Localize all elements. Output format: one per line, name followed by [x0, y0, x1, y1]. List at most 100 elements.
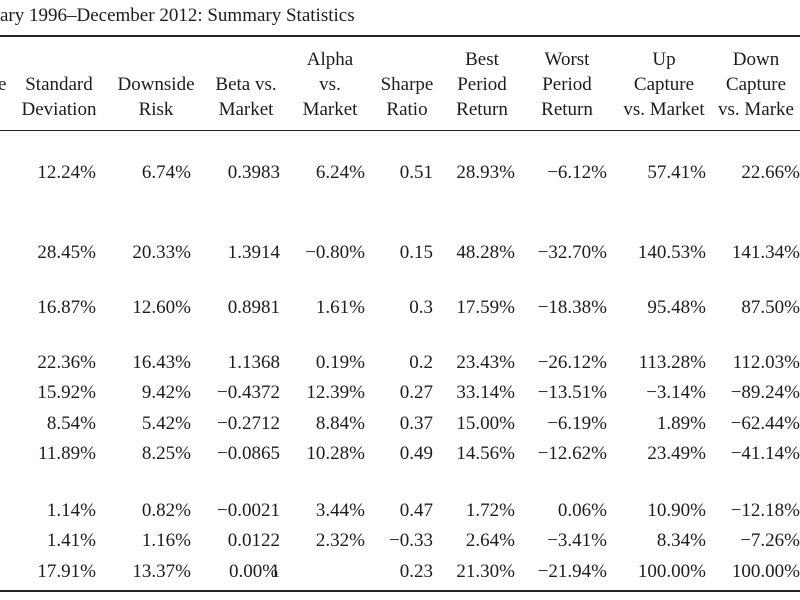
table-cell-best: 17.59%	[456, 297, 515, 318]
table-cell-best: 23.43%	[456, 352, 515, 373]
column-header-worst-line: Worst	[544, 49, 590, 70]
table-title: ary 1996–December 2012: Summary Statisti…	[0, 5, 355, 26]
column-header-worst-line: Period	[542, 74, 592, 95]
column-header-beta-line: Beta vs.	[215, 74, 277, 95]
table-cell-down: 100.00%	[731, 561, 800, 582]
column-header-best-line: Best	[465, 49, 499, 70]
table-cell-up: 100.00%	[637, 561, 706, 582]
table-cell-worst: −21.94%	[537, 561, 607, 582]
table-cell-alpha: 8.84%	[315, 413, 365, 434]
column-header-down: Down Capture vs. Marke	[696, 44, 800, 122]
table-cell-down: 22.66%	[741, 162, 800, 183]
header-rule	[0, 130, 800, 131]
top-rule	[0, 35, 800, 37]
table-cell-sd: 1.41%	[46, 530, 96, 551]
table-cell-worst: −6.12%	[547, 162, 607, 183]
table-cell-sd: 8.54%	[46, 413, 96, 434]
table-cell-sharpe: 0.37	[399, 413, 433, 434]
table-cell-worst: −12.62%	[537, 443, 607, 464]
table-cell-best: 33.14%	[456, 382, 515, 403]
table-cell-down: −89.24%	[730, 382, 800, 403]
table-cell-beta: 1	[270, 561, 281, 582]
table-cell-dr: 5.42%	[141, 413, 191, 434]
column-header-down-line: vs. Marke	[718, 99, 794, 120]
table-cell-dr: 0.82%	[141, 500, 191, 521]
column-header-lead: e	[0, 44, 12, 97]
table-cell-alpha: 1.61%	[315, 297, 365, 318]
table-cell-up: 8.34%	[656, 530, 706, 551]
table-cell-up: 140.53%	[637, 242, 706, 263]
table-cell-sharpe: 0.47	[399, 500, 433, 521]
table-cell-dr: 6.74%	[141, 162, 191, 183]
table-cell-sharpe: −0.33	[389, 530, 433, 551]
column-header-dr: Downside Risk	[96, 44, 216, 122]
table-cell-worst: −32.70%	[537, 242, 607, 263]
column-header-best-line: Return	[456, 99, 508, 120]
column-header-alpha: Alpha vs. Market	[270, 44, 390, 122]
column-header-up-line: Capture	[633, 74, 695, 95]
table-cell-dr: 13.37%	[132, 561, 191, 582]
column-header-sd: Standard Deviation	[0, 44, 119, 122]
table-cell-best: 15.00%	[456, 413, 515, 434]
table-cell-up: −3.14%	[646, 382, 706, 403]
table-cell-worst: −13.51%	[537, 382, 607, 403]
column-header-beta: Beta vs. Market	[186, 44, 306, 122]
table-cell-down: 141.34%	[731, 242, 800, 263]
table-cell-worst: −18.38%	[537, 297, 607, 318]
column-header-lead-line: e	[0, 74, 7, 95]
table-cell-up: 95.48%	[647, 297, 706, 318]
table-cell-alpha: 10.28%	[306, 443, 365, 464]
column-header-sd-line: Standard	[25, 74, 93, 95]
table-cell-dr: 9.42%	[141, 382, 191, 403]
column-header-dr-line: Downside	[117, 74, 195, 95]
table-cell-beta: 1.1368	[227, 352, 280, 373]
table-cell-worst: −3.41%	[547, 530, 607, 551]
table-cell-dr: 20.33%	[132, 242, 191, 263]
table-cell-alpha: 2.32%	[315, 530, 365, 551]
column-header-down-line: Down	[732, 49, 780, 70]
table-cell-up: 10.90%	[647, 500, 706, 521]
table-cell-sharpe: 0.23	[399, 561, 433, 582]
table-cell-sharpe: 0.51	[399, 162, 433, 183]
table-cell-best: 14.56%	[456, 443, 515, 464]
table-cell-alpha: 12.39%	[306, 382, 365, 403]
column-header-dr-line: Risk	[138, 99, 174, 120]
column-header-down-line: Capture	[725, 74, 787, 95]
table-cell-worst: −26.12%	[537, 352, 607, 373]
column-header-beta-line: Market	[218, 99, 274, 120]
column-header-sharpe-line: Sharpe	[380, 74, 434, 95]
table-cell-beta: −0.2712	[217, 413, 280, 434]
column-header-alpha-line: Alpha	[306, 49, 354, 70]
column-header-worst: Worst Period Return	[507, 44, 627, 122]
table-cell-worst: 0.06%	[557, 500, 607, 521]
table-cell-sharpe: 0.49	[399, 443, 433, 464]
column-header-up-line: vs. Market	[623, 99, 705, 120]
table-cell-dr: 1.16%	[141, 530, 191, 551]
table-cell-up: 23.49%	[647, 443, 706, 464]
column-header-up-line: Up	[652, 49, 676, 70]
table-cell-down: −7.26%	[740, 530, 800, 551]
table-cell-sd: 22.36%	[37, 352, 96, 373]
table-cell-up: 113.28%	[638, 352, 706, 373]
table-cell-sd: 12.24%	[37, 162, 96, 183]
table-cell-alpha: 0.19%	[315, 352, 365, 373]
table-cell-dr: 12.60%	[132, 297, 191, 318]
table-cell-beta: 0.0122	[227, 530, 280, 551]
column-header-alpha-line: Market	[302, 99, 358, 120]
table-cell-sd: 16.87%	[37, 297, 96, 318]
table-cell-best: 28.93%	[456, 162, 515, 183]
table-cell-beta: 0.3983	[227, 162, 280, 183]
table-cell-sharpe: 0.3	[409, 297, 433, 318]
table-cell-beta: −0.0021	[217, 500, 280, 521]
table-cell-sd: 17.91%	[37, 561, 96, 582]
table-cell-best: 21.30%	[456, 561, 515, 582]
table-cell-down: 87.50%	[741, 297, 800, 318]
table-cell-beta: 0.8981	[227, 297, 280, 318]
table-cell-up: 1.89%	[656, 413, 706, 434]
bottom-rule	[0, 590, 800, 592]
table-cell-sharpe: 0.15	[399, 242, 433, 263]
table-cell-down: 112.03%	[732, 352, 800, 373]
table-cell-alpha: −0.80%	[305, 242, 365, 263]
table-cell-best: 1.72%	[465, 500, 515, 521]
table-cell-down: −41.14%	[730, 443, 800, 464]
